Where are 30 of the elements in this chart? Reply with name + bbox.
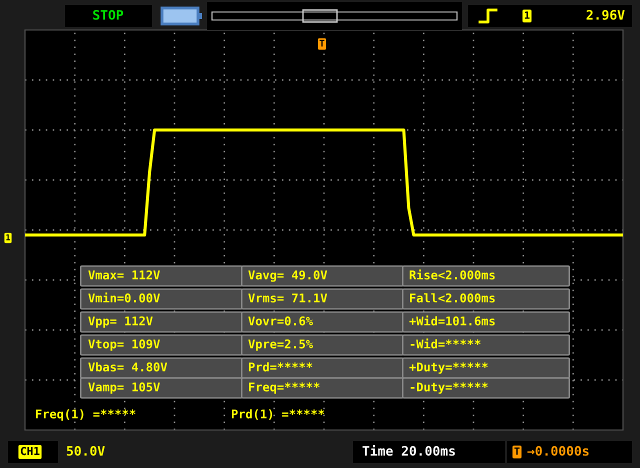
annotation: -Wid=*****	[410, 338, 481, 348]
annotation: Vrms= 71.1V	[248, 294, 328, 302]
annotation: +Wid=101.6ms	[409, 316, 495, 326]
annotation: Prd(1) =*****	[232, 409, 324, 420]
annotation: Fall<2.000ms	[410, 293, 495, 302]
text: 1	[6, 234, 10, 240]
text: STOP	[93, 10, 124, 20]
annotation: Vpre=2.5%	[248, 339, 313, 351]
text: T	[320, 40, 324, 46]
annotation: Vovr=0.6%	[248, 316, 313, 326]
annotation: Vmax= 112V	[88, 270, 160, 280]
text: 2.96V	[586, 10, 625, 20]
annotation: Vamp= 105V	[88, 382, 160, 394]
annotation: -Duty=*****	[410, 382, 488, 394]
annotation: Vmin=0.00V	[88, 292, 160, 302]
text: T	[514, 447, 520, 455]
annotation: Prd=*****	[248, 362, 312, 372]
text: 50.0V	[66, 446, 105, 456]
annotation: Vbas= 4.80V	[88, 362, 168, 372]
annotation: Vavg= 49.0V	[248, 270, 328, 282]
annotation: Freq=*****	[249, 382, 320, 394]
annotation: +Duty=*****	[409, 362, 488, 374]
annotation: Vpp= 112V	[88, 316, 153, 328]
text: 1	[524, 11, 530, 19]
text: Time 20.00ms	[362, 445, 455, 456]
text: →0.0000s	[527, 446, 589, 456]
annotation: Rise<2.000ms	[410, 270, 495, 280]
annotation: Vtop= 109V	[88, 339, 160, 351]
annotation: Freq(1) =*****	[36, 409, 136, 421]
text: CH1	[20, 446, 40, 456]
